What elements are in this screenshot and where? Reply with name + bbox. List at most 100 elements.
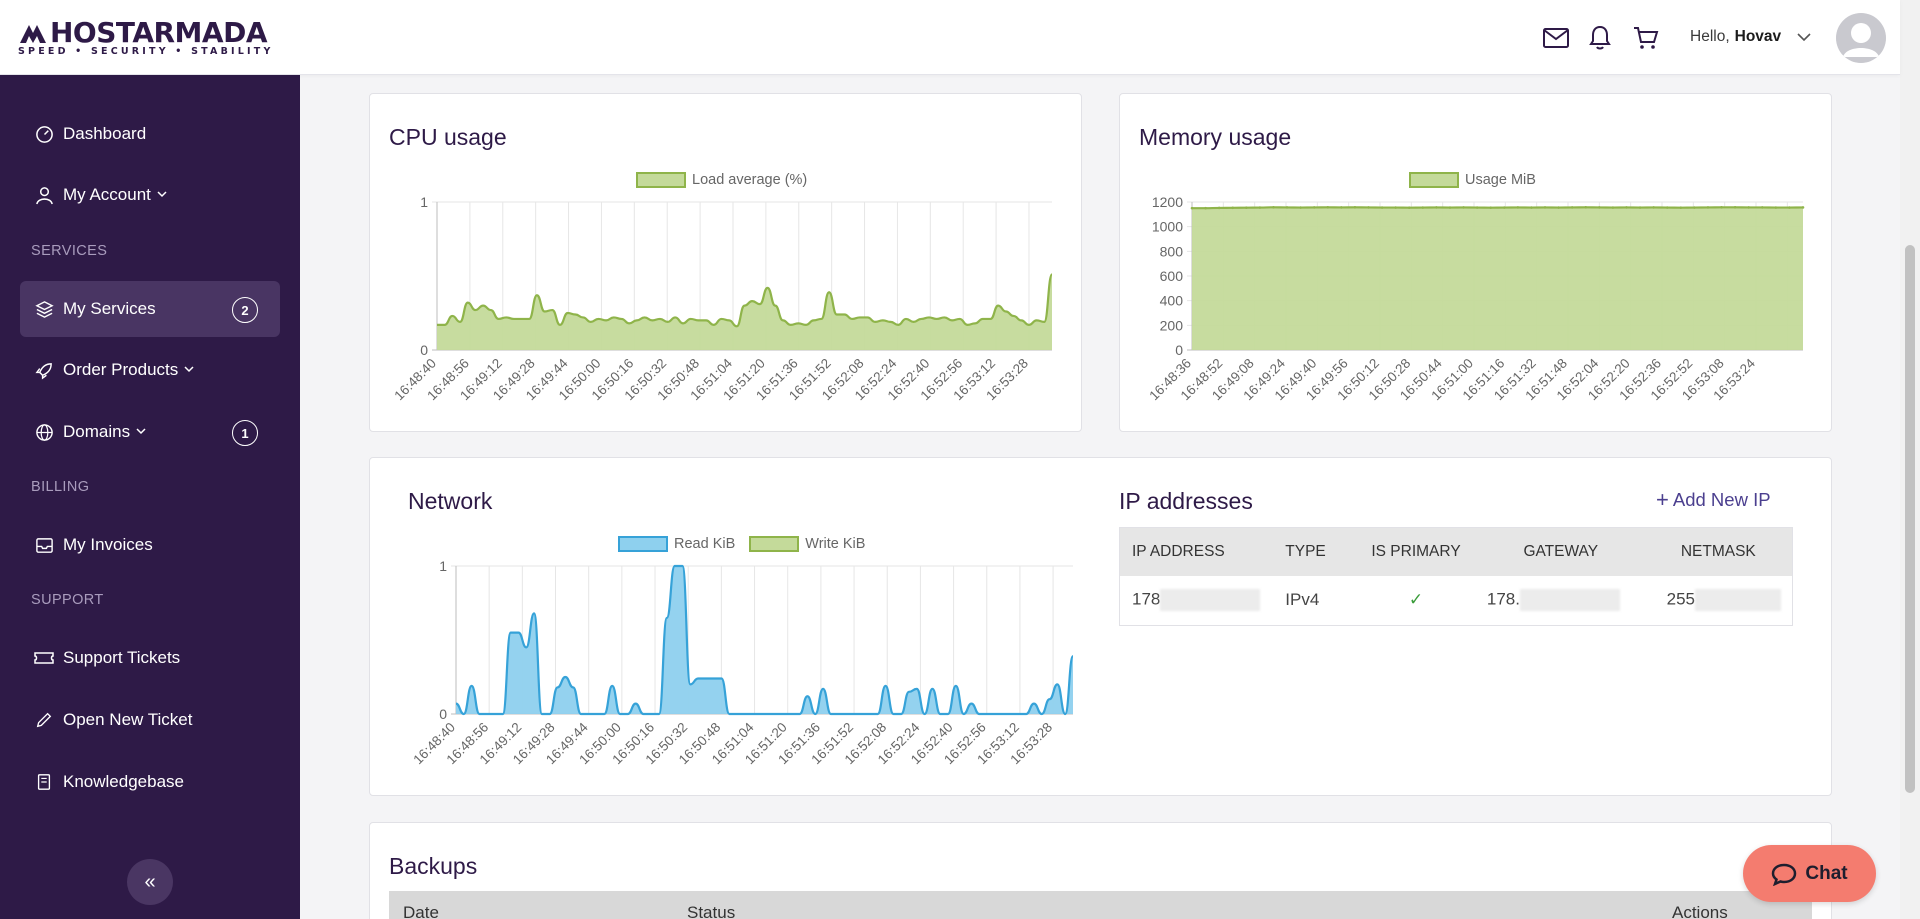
read-legend-label: Read KiB: [674, 536, 736, 552]
ip-address-value: 178: [1132, 589, 1161, 609]
user-avatar-icon: [1836, 13, 1886, 63]
memory-data-point: [1543, 206, 1547, 209]
memory-data-point: [1421, 206, 1425, 209]
user-icon: [34, 185, 54, 205]
section-label-services: SERVICES: [31, 243, 108, 259]
memory-data-point: [1435, 206, 1438, 209]
scrollbar-thumb[interactable]: [1905, 245, 1915, 793]
sidebar-item-dashboard[interactable]: Dashboard: [20, 106, 280, 162]
memory-data-point: [1190, 206, 1194, 210]
sidebar-item-label: Open New Ticket: [63, 710, 193, 729]
sidebar-item-order-products[interactable]: Order Products: [20, 342, 280, 398]
cpu-usage-card: CPU usage Load average (%) 0 1 16:48:40 16:…: [369, 93, 1082, 432]
user-menu[interactable]: Hello, Hovav: [1690, 28, 1812, 46]
backups-title: Backups: [389, 853, 478, 879]
cpu-usage-chart: 0116:48:4016:48:5616:49:1216:49:2816:49:…: [391, 194, 1054, 403]
memory-data-point: [1462, 206, 1465, 209]
memory-data-point: [1706, 206, 1710, 209]
sidebar-item-my-account[interactable]: My Account: [20, 167, 280, 223]
book-icon: [34, 772, 54, 792]
memory-data-point: [1475, 206, 1479, 209]
globe-icon: [34, 422, 54, 442]
top-header: HOSTARMADA SPEED • SECURITY • STABILITY …: [0, 0, 1900, 75]
cpu-y-tick-label: 1: [420, 194, 428, 210]
chat-bubble-icon: [1772, 863, 1797, 886]
memory-data-point: [1584, 206, 1588, 209]
avatar[interactable]: [1836, 13, 1886, 63]
memory-data-point: [1258, 206, 1262, 209]
memory-y-tick-label: 0: [1175, 342, 1183, 358]
ip-addresses-title: IP addresses: [1119, 488, 1253, 514]
sidebar-item-my-invoices[interactable]: My Invoices: [20, 517, 280, 573]
memory-y-tick-label: 1000: [1152, 219, 1183, 235]
sidebar-item-knowledgebase[interactable]: Knowledgebase: [20, 754, 280, 810]
memory-data-point: [1340, 206, 1343, 209]
network-title: Network: [408, 488, 493, 514]
memory-legend-swatch: [1409, 172, 1459, 188]
sidebar-item-domains[interactable]: Domains 1: [20, 404, 280, 460]
memory-y-tick-label: 800: [1160, 243, 1184, 259]
redacted-block: [1160, 589, 1261, 612]
memory-data-point: [1638, 206, 1642, 209]
gateway-cell: 178.: [1477, 576, 1645, 626]
logo-tagline: SPEED • SECURITY • STABILITY: [18, 46, 274, 57]
cart-icon[interactable]: [1630, 22, 1662, 54]
redacted-block: [1695, 589, 1782, 612]
column-status: Status: [687, 903, 736, 919]
memory-data-point: [1231, 206, 1235, 210]
memory-data-point: [1530, 206, 1533, 209]
mail-icon[interactable]: [1540, 22, 1572, 54]
memory-chart-legend[interactable]: Usage MiB: [1409, 172, 1536, 188]
gateway-value: 178.: [1486, 589, 1520, 609]
write-legend-label: Write KiB: [805, 536, 866, 552]
memory-y-tick-label: 1200: [1152, 194, 1183, 210]
memory-data-point: [1272, 206, 1275, 209]
column-ip-address: IP ADDRESS: [1119, 527, 1286, 576]
memory-series-area: [1192, 207, 1803, 350]
cpu-legend-swatch: [636, 172, 686, 188]
network-chart-legend[interactable]: Read KiB Write KiB: [618, 536, 865, 552]
sidebar-item-open-new-ticket[interactable]: Open New Ticket: [20, 692, 280, 748]
ticket-icon: [34, 648, 54, 668]
network-chart: 0116:48:4016:48:5616:49:1216:49:2816:49:…: [410, 558, 1075, 767]
chevron-down-icon: [157, 189, 167, 201]
cpu-chart-legend[interactable]: Load average (%): [636, 172, 807, 188]
table-header-row: IP ADDRESS TYPE IS PRIMARY GATEWAY NETMA…: [1119, 527, 1793, 576]
type-cell: IPv4: [1285, 590, 1320, 610]
ip-address-cell: 178: [1120, 576, 1286, 626]
add-new-ip-link[interactable]: + Add New IP: [1656, 489, 1771, 511]
ip-addresses-table: IP ADDRESS TYPE IS PRIMARY GATEWAY NETMA…: [1119, 527, 1793, 626]
memory-data-point: [1570, 206, 1574, 209]
memory-usage-title: Memory usage: [1139, 124, 1292, 150]
chat-button[interactable]: Chat: [1743, 845, 1876, 902]
sidebar-item-support-tickets[interactable]: Support Tickets: [20, 630, 280, 686]
chevron-down-icon: [184, 364, 194, 376]
pencil-icon: [34, 710, 54, 730]
bell-icon[interactable]: [1584, 22, 1616, 54]
write-legend-swatch: [749, 536, 800, 552]
chevron-down-icon: [1797, 33, 1811, 42]
collapse-sidebar-button[interactable]: «: [127, 859, 173, 905]
memory-legend-label: Usage MiB: [1465, 172, 1536, 188]
memory-data-point: [1217, 206, 1221, 210]
logo-mark-icon: [20, 25, 46, 43]
memory-data-point: [1394, 206, 1397, 209]
services-count-badge: 2: [232, 297, 258, 323]
layers-icon: [34, 299, 54, 319]
column-actions: Actions: [1672, 903, 1728, 919]
sidebar-item-label: Order Products: [63, 360, 179, 379]
sidebar-item-label: My Invoices: [63, 535, 153, 554]
user-name: Hovav: [1734, 28, 1782, 45]
memory-y-tick-label: 200: [1160, 317, 1184, 333]
sidebar-item-my-services[interactable]: My Services 2: [20, 281, 280, 337]
column-gateway: GATEWAY: [1476, 527, 1645, 576]
memory-data-point: [1407, 206, 1411, 209]
memory-data-point: [1611, 206, 1615, 209]
hostarmada-logo[interactable]: HOSTARMADA SPEED • SECURITY • STABILITY: [18, 18, 274, 58]
memory-data-point: [1312, 206, 1316, 209]
memory-data-point: [1204, 206, 1207, 210]
network-series-line: [455, 564, 1075, 716]
memory-usage-chart: 02004006008001000120016:48:3616:48:5216:…: [1146, 194, 1805, 403]
memory-data-point: [1326, 206, 1330, 209]
backups-table-header: Date Status Actions: [389, 891, 1812, 919]
